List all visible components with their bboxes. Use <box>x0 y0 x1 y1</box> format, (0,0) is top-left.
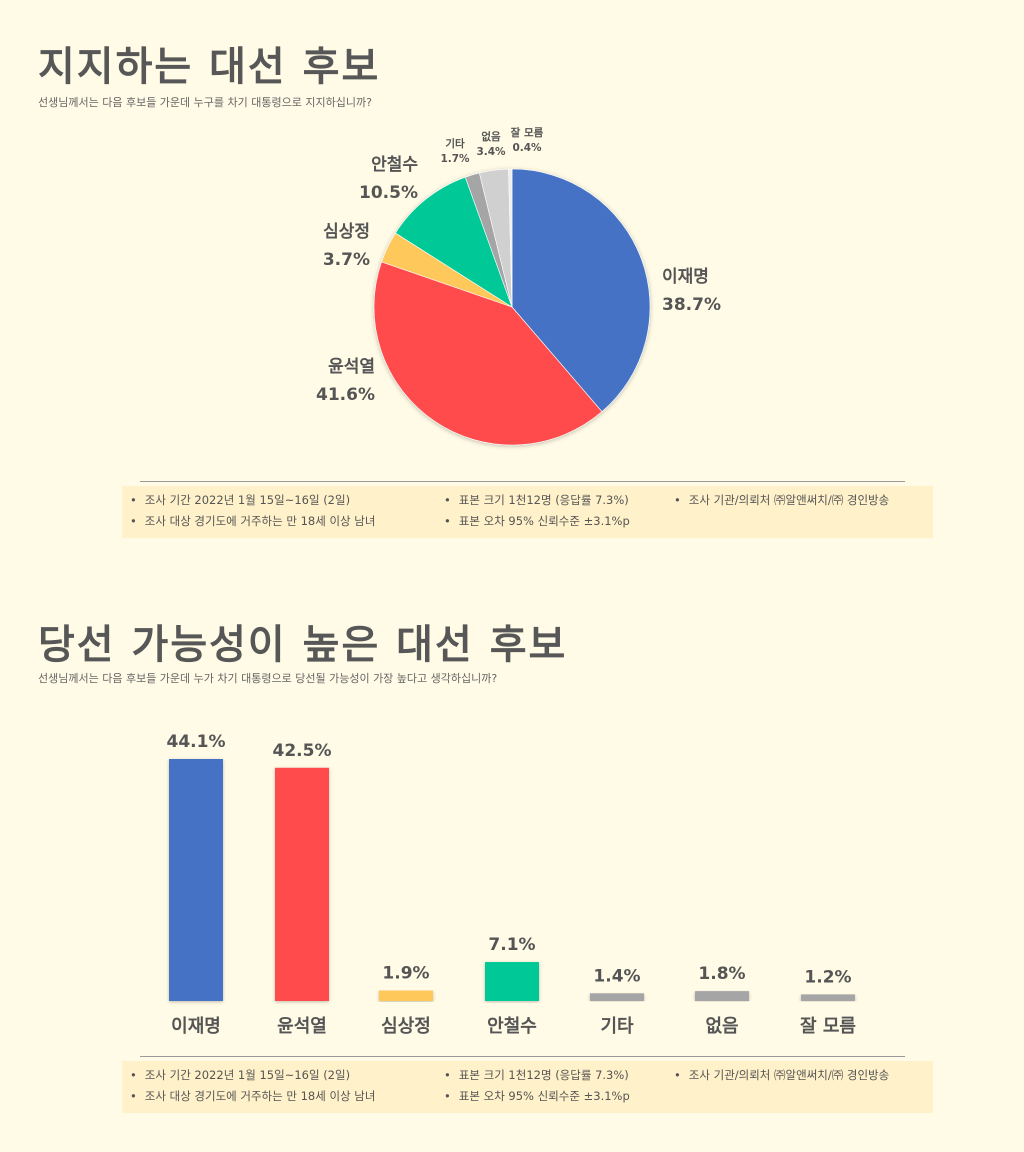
bar-value-label: 44.1% <box>167 732 226 752</box>
bar-6 <box>695 991 749 1001</box>
bar-section-subtitle: 선생님께서는 다음 후보들 가운데 누가 차기 대통령으로 당선될 가능성이 가… <box>38 672 498 685</box>
pie-value-label: 0.4% <box>512 142 542 154</box>
pie-slice-4 <box>395 176 513 308</box>
note-sample-size: 표본 크기 1천12명 (응답률 7.3%) <box>444 492 629 508</box>
bar-2 <box>275 767 329 1001</box>
bar-category-label: 윤석열 <box>277 1016 327 1037</box>
bar-value-label: 42.5% <box>273 741 332 761</box>
pie-category-label: 윤석열 <box>328 357 375 377</box>
pie-category-label: 이재명 <box>662 267 709 287</box>
pie-section-subtitle: 선생님께서는 다음 후보들 가운데 누구를 차기 대통령으로 지지하십니까? <box>38 96 372 109</box>
note-survey-period: 조사 기간 2022년 1월 15일~16일 (2일) <box>130 492 350 508</box>
bar-survey-notes: 조사 기간 2022년 1월 15일~16일 (2일) 표본 크기 1천12명 … <box>122 1061 933 1113</box>
bar-3 <box>379 990 433 1001</box>
note-survey-target: 조사 대상 경기도에 거주하는 만 18세 이상 남녀 <box>130 1088 376 1104</box>
pie-value-label: 38.7% <box>662 295 721 315</box>
bar-category-label: 기타 <box>600 1016 634 1037</box>
pie-value-label: 3.7% <box>323 250 370 270</box>
bar-value-label: 1.2% <box>804 967 851 987</box>
pie-notes-divider <box>140 481 905 482</box>
pie-category-label: 기타 <box>445 137 465 150</box>
bar-category-label: 심상정 <box>381 1016 431 1037</box>
pie-category-label: 안철수 <box>371 155 418 175</box>
note-margin-of-error: 표본 오차 95% 신뢰수준 ±3.1%p <box>444 513 630 529</box>
pie-survey-notes: 조사 기간 2022년 1월 15일~16일 (2일) 표본 크기 1천12명 … <box>122 486 933 538</box>
note-survey-agency: 조사 기관/의뢰처 ㈜알앤써치/㈜ 경인방송 <box>674 492 889 508</box>
bar-value-label: 1.4% <box>593 966 640 986</box>
bar-1 <box>169 759 223 1001</box>
bar-value-label: 1.8% <box>698 964 745 984</box>
bar-chart: 44.1% 이재명 42.5% 윤석열 1.9% 심상정 7.1% 안철수 1.4% 기타 1.8%… <box>167 732 856 1037</box>
pie-category-label: 없음 <box>481 130 501 143</box>
pie-category-label: 심상정 <box>323 222 370 242</box>
pie-value-label: 41.6% <box>316 385 375 405</box>
pie-section-title: 지지하는 대선 후보 <box>38 44 381 90</box>
note-survey-period: 조사 기간 2022년 1월 15일~16일 (2일) <box>130 1067 350 1083</box>
bar-category-label: 없음 <box>705 1016 738 1037</box>
bar-7 <box>801 994 855 1001</box>
bar-5 <box>590 993 644 1001</box>
note-survey-agency: 조사 기관/의뢰처 ㈜알앤써치/㈜ 경인방송 <box>674 1067 889 1083</box>
bar-category-label: 잘 모름 <box>800 1016 856 1037</box>
bar-category-label: 안철수 <box>487 1016 537 1037</box>
note-sample-size: 표본 크기 1천12명 (응답률 7.3%) <box>444 1067 629 1083</box>
bar-value-label: 7.1% <box>488 935 535 955</box>
bar-section-title: 당선 가능성이 높은 대선 후보 <box>38 622 568 668</box>
bar-4 <box>485 962 539 1001</box>
pie-chart: 이재명 38.7% 윤석열 41.6% 심상정 3.7% 안철수 10.5% 기타 1.7% 없음 3… <box>316 127 721 446</box>
pie-slice-1 <box>511 168 651 413</box>
bar-category-label: 이재명 <box>171 1016 221 1037</box>
pie-value-label: 3.4% <box>476 146 506 158</box>
bar-notes-divider <box>140 1056 905 1057</box>
pie-slice-7 <box>508 168 513 308</box>
bar-value-label: 1.9% <box>382 964 429 984</box>
pie-value-label: 1.7% <box>440 153 470 165</box>
pie-slice-2 <box>373 261 603 446</box>
pie-value-label: 10.5% <box>359 183 418 203</box>
note-margin-of-error: 표본 오차 95% 신뢰수준 ±3.1%p <box>444 1088 630 1104</box>
note-survey-target: 조사 대상 경기도에 거주하는 만 18세 이상 남녀 <box>130 513 376 529</box>
pie-category-label: 잘 모름 <box>511 127 544 139</box>
